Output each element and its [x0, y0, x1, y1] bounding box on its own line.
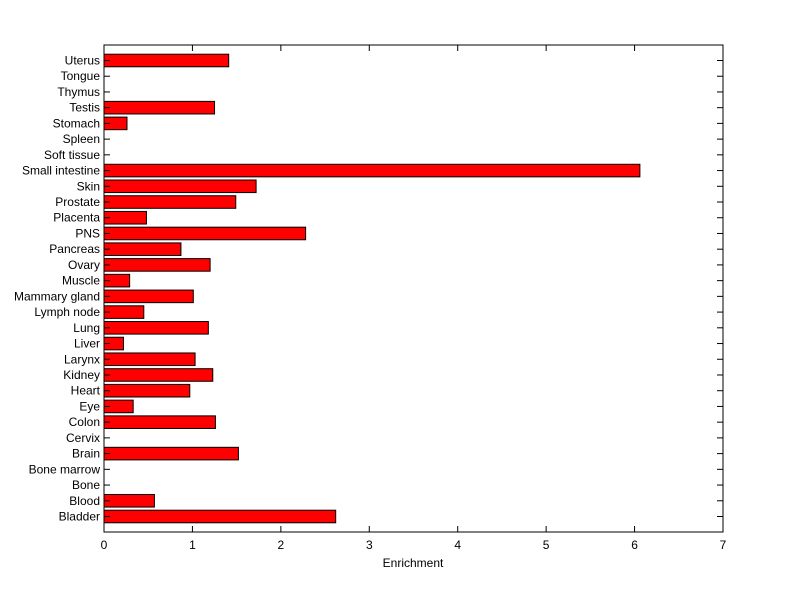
y-tick-label: PNS — [75, 226, 100, 240]
x-tick-label: 5 — [543, 538, 550, 552]
y-tick-label: Pancreas — [49, 242, 100, 256]
y-tick-label: Larynx — [64, 352, 100, 366]
y-tick-label: Ovary — [68, 258, 100, 272]
y-tick-label: Mammary gland — [14, 289, 100, 303]
y-tick-label: Liver — [74, 337, 100, 351]
y-tick-label: Bone — [72, 478, 100, 492]
bar-bladder — [103, 509, 337, 524]
y-tick-label: Stomach — [53, 116, 100, 130]
bar-heart — [103, 383, 191, 398]
y-tick-label: Colon — [69, 415, 100, 429]
y-tick-label: Kidney — [63, 368, 100, 382]
x-tick-label: 4 — [454, 538, 461, 552]
x-tick-label: 7 — [720, 538, 727, 552]
x-tick-label: 1 — [189, 538, 196, 552]
bar-colon — [103, 415, 216, 429]
y-tick-label: Eye — [79, 399, 100, 413]
y-tick-label: Skin — [77, 179, 100, 193]
y-tick-label: Spleen — [63, 132, 100, 146]
bar-kidney — [103, 368, 214, 382]
bar-testis — [103, 100, 216, 115]
y-tick-label: Lung — [73, 321, 100, 335]
y-tick-label: Testis — [69, 101, 100, 115]
x-tick-label: 3 — [366, 538, 373, 552]
bar-blood — [103, 493, 155, 508]
y-tick-label: Thymus — [57, 85, 100, 99]
bar-prostate — [103, 195, 237, 209]
x-axis-title: Enrichment — [383, 556, 444, 570]
y-tick-label: Brain — [72, 447, 100, 461]
bar-larynx — [103, 352, 196, 367]
x-tick-label: 6 — [631, 538, 638, 552]
bar-pns — [103, 226, 307, 241]
plot-frame — [103, 44, 724, 533]
bar-placenta — [103, 210, 147, 225]
bar-skin — [103, 179, 257, 194]
y-tick-label: Lymph node — [34, 305, 100, 319]
y-tick-label: Tongue — [61, 69, 101, 83]
bar-uterus — [103, 53, 230, 68]
bar-mammary-gland — [103, 289, 194, 304]
bar-brain — [103, 446, 239, 461]
y-tick-label: Bladder — [59, 510, 100, 524]
y-tick-label: Uterus — [65, 54, 100, 68]
x-tick-label: 2 — [278, 538, 285, 552]
bar-small-intestine — [103, 163, 641, 178]
bar-pancreas — [103, 242, 182, 256]
y-tick-label: Blood — [69, 494, 100, 508]
y-tick-label: Heart — [71, 384, 101, 398]
bar-ovary — [103, 258, 211, 272]
y-tick-label: Placenta — [53, 211, 100, 225]
y-tick-label: Bone marrow — [29, 462, 101, 476]
y-tick-label: Cervix — [66, 431, 100, 445]
y-tick-label: Small intestine — [22, 164, 100, 178]
x-tick-label: 0 — [101, 538, 108, 552]
y-tick-label: Muscle — [62, 274, 100, 288]
bar-lung — [103, 321, 209, 335]
y-tick-label: Soft tissue — [44, 148, 100, 162]
y-tick-label: Prostate — [55, 195, 100, 209]
